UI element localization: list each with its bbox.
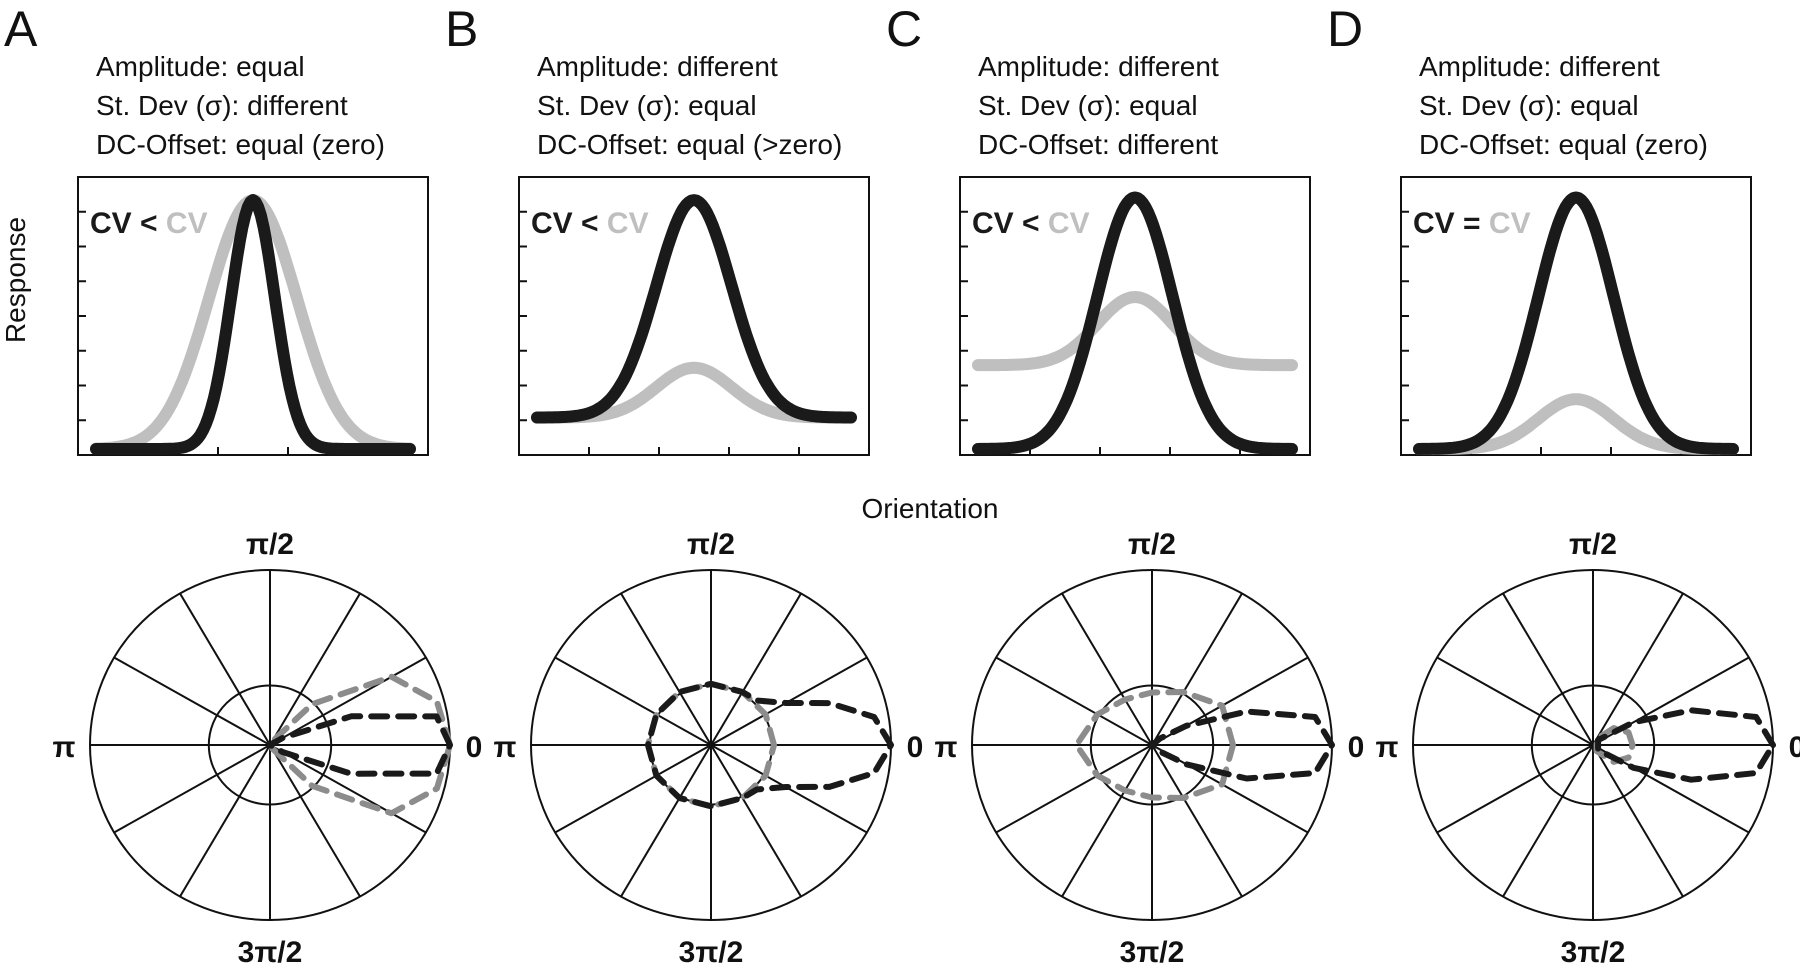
panel-description-line: DC-Offset: different xyxy=(978,129,1218,160)
polar-label-0: 0 xyxy=(466,731,483,764)
polar-curve-polar_dark xyxy=(267,713,453,777)
polar-curve-polar_dark xyxy=(1149,708,1335,782)
panel-letter: D xyxy=(1327,1,1363,57)
polar-label-3pi-half: 3π/2 xyxy=(238,936,303,969)
polar-label-pi-half: π/2 xyxy=(1569,528,1617,561)
polar-label-pi-half: π/2 xyxy=(1128,528,1176,561)
tuning-curve-dark xyxy=(972,191,1298,455)
panel-description-line: DC-Offset: equal (zero) xyxy=(96,129,385,160)
polar-label-pi: π xyxy=(1376,731,1399,764)
cv-operator: < xyxy=(1022,207,1040,240)
x-axis-label: Orientation xyxy=(862,493,999,524)
cv-right: CV xyxy=(1048,207,1090,240)
cv-space xyxy=(599,207,607,240)
polar-label-0: 0 xyxy=(907,731,924,764)
polar-label-0: 0 xyxy=(1789,731,1800,764)
polar-curve-polar_dark xyxy=(1595,707,1776,783)
panel-b: B Amplitude: different St. Dev (σ): equal D… xyxy=(445,1,923,969)
polar-label-pi: π xyxy=(494,731,517,764)
cv-comparison-label: CV < CV xyxy=(90,207,208,240)
polar-label-3pi-half: 3π/2 xyxy=(1120,936,1185,969)
panel-description-line: St. Dev (σ): different xyxy=(96,90,348,121)
cv-space xyxy=(1455,207,1463,240)
tuning-curve-dark xyxy=(1413,191,1739,455)
cv-right: CV xyxy=(1489,207,1531,240)
panels: A Amplitude: equal St. Dev (σ): different D… xyxy=(4,1,1800,969)
polar-label-pi-half: π/2 xyxy=(687,528,735,561)
cv-comparison-label: CV < CV xyxy=(531,207,649,240)
panel-description-line: St. Dev (σ): equal xyxy=(537,90,757,121)
cv-operator: = xyxy=(1463,207,1481,240)
y-axis-label: Response xyxy=(0,217,31,343)
panel-description-line: St. Dev (σ): equal xyxy=(978,90,1198,121)
polar-label-pi: π xyxy=(935,731,958,764)
panel-description-line: DC-Offset: equal (zero) xyxy=(1419,129,1708,160)
polar-label-pi-half: π/2 xyxy=(246,528,294,561)
tuning-curve-light xyxy=(972,291,1298,372)
polar-spoke xyxy=(1436,656,1750,834)
panel-letter: A xyxy=(4,1,38,57)
polar-spoke xyxy=(554,656,868,834)
panel-description-line: Amplitude: different xyxy=(537,51,778,82)
polar-label-3pi-half: 3π/2 xyxy=(1561,936,1626,969)
panel-description-line: Amplitude: equal xyxy=(96,51,305,82)
tuning-curve-dark xyxy=(531,194,857,424)
cv-left: CV xyxy=(531,207,573,240)
panel-description-line: DC-Offset: equal (>zero) xyxy=(537,129,842,160)
polar-label-0: 0 xyxy=(1348,731,1365,764)
polar-label-3pi-half: 3π/2 xyxy=(679,936,744,969)
panel-description-line: Amplitude: different xyxy=(978,51,1219,82)
cv-operator: < xyxy=(140,207,158,240)
panel-a: A Amplitude: equal St. Dev (σ): different D… xyxy=(4,1,482,969)
cv-space xyxy=(1014,207,1022,240)
polar-curve-polar_light xyxy=(268,673,453,817)
cv-comparison-label: CV = CV xyxy=(1413,207,1531,240)
cv-space xyxy=(1481,207,1489,240)
polar-curve-polar_dark xyxy=(645,680,894,810)
cv-left: CV xyxy=(90,207,132,240)
panel-description-line: St. Dev (σ): equal xyxy=(1419,90,1639,121)
cv-right: CV xyxy=(166,207,208,240)
panel-letter: B xyxy=(445,1,478,57)
cv-space xyxy=(158,207,166,240)
polar-curve-polar_light xyxy=(1073,689,1236,801)
panel-d: D Amplitude: different St. Dev (σ): equal D… xyxy=(1327,1,1800,969)
panel-description-line: Amplitude: different xyxy=(1419,51,1660,82)
cv-comparison-label: CV < CV xyxy=(972,207,1090,240)
polar-label-pi: π xyxy=(53,731,76,764)
tuning-curve-dark xyxy=(90,194,416,455)
panel-letter: C xyxy=(886,1,922,57)
cv-space xyxy=(132,207,140,240)
cv-operator: < xyxy=(581,207,599,240)
panel-c: C Amplitude: different St. Dev (σ): equal D… xyxy=(886,1,1364,969)
cv-left: CV xyxy=(1413,207,1455,240)
cv-space xyxy=(1040,207,1048,240)
cv-right: CV xyxy=(607,207,649,240)
cv-space xyxy=(573,207,581,240)
cv-left: CV xyxy=(972,207,1014,240)
